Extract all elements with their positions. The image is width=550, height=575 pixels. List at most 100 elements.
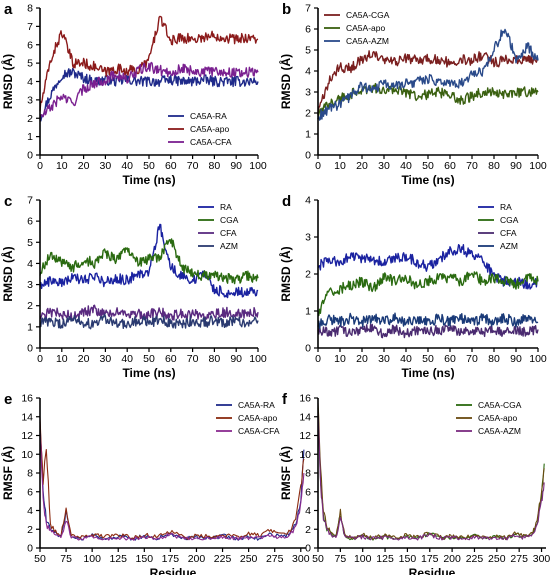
series-line-CGA (39, 238, 259, 285)
panel-d: d 0 10 20 30 40 50 60 70 80 90 100 0 1 2 3 4 Time (ns) RMS… (278, 193, 547, 380)
series-line-CA5A-apo (317, 82, 539, 120)
x-tick-label: 50 (143, 160, 155, 172)
y-tick-label: 5 (27, 237, 33, 249)
x-tick-label: 75 (335, 553, 347, 565)
x-tick-label: 20 (356, 353, 368, 365)
x-tick-label: 70 (187, 160, 199, 172)
x-tick-label: 150 (399, 553, 417, 565)
series-line-CA5A-apo (39, 15, 259, 112)
x-tick-label: 100 (83, 553, 101, 565)
legend: RA CGA CFA AZM (478, 202, 519, 251)
legend: CA5A-CGA CA5A-apo CA5A-AZM (324, 10, 390, 46)
y-tick-label: 6 (305, 486, 311, 498)
legend-entry: CA5A-RA (190, 111, 227, 121)
x-tick-label: 20 (78, 160, 90, 172)
x-tick-label: 60 (444, 160, 456, 172)
y-tick-label: 4 (305, 66, 311, 78)
x-tick-label: 40 (400, 353, 412, 365)
legend-entry: CA5A-apo (478, 413, 517, 423)
x-tick-label: 10 (56, 160, 68, 172)
y-tick-label: 2 (27, 300, 33, 312)
x-axis-title: Time (ns) (122, 366, 175, 380)
x-tick-label: 50 (312, 553, 324, 565)
y-tick-label: 3 (305, 87, 311, 99)
x-axis-title: Time (ns) (122, 173, 175, 187)
y-tick-label: 0 (27, 343, 33, 355)
legend-entry: CA5A-CFA (190, 137, 232, 147)
x-tick-label: 60 (165, 160, 177, 172)
series-line-AZM (39, 313, 259, 330)
y-axis-title: RMSD (Å) (0, 54, 15, 109)
y-tick-label: 4 (305, 195, 311, 207)
series-line-CA5A-apo (317, 402, 545, 541)
series-line-CFA (317, 323, 539, 339)
legend-entry: RA (220, 202, 232, 212)
x-tick-label: 150 (136, 553, 154, 565)
y-axis-title: RMSF (Å) (278, 446, 293, 500)
panel-letter: a (4, 1, 13, 18)
y-tick-label: 14 (299, 411, 311, 423)
x-tick-label: 40 (400, 160, 412, 172)
legend-entry: CA5A-AZM (346, 36, 389, 46)
y-tick-label: 12 (299, 430, 311, 442)
x-tick-label: 100 (249, 353, 267, 365)
y-tick-label: 7 (305, 3, 311, 15)
x-tick-label: 90 (510, 160, 522, 172)
series-line-AZM (317, 312, 539, 329)
x-tick-label: 300 (292, 553, 310, 565)
x-tick-label: 70 (187, 353, 199, 365)
legend-entry: AZM (220, 241, 238, 251)
x-tick-label: 70 (466, 160, 478, 172)
x-tick-label: 100 (529, 353, 547, 365)
y-tick-label: 3 (27, 279, 33, 291)
x-axis-title: Residue (409, 566, 456, 575)
x-tick-label: 10 (56, 353, 68, 365)
y-tick-label: 1 (27, 131, 33, 143)
x-tick-label: 250 (240, 553, 258, 565)
y-tick-label: 2 (305, 108, 311, 120)
y-tick-label: 2 (305, 269, 311, 281)
legend-entry: CFA (220, 228, 237, 238)
panel-letter: d (282, 193, 291, 210)
x-tick-label: 20 (78, 353, 90, 365)
x-tick-label: 40 (121, 160, 133, 172)
y-tick-label: 7 (27, 21, 33, 33)
x-tick-label: 100 (249, 160, 267, 172)
y-tick-label: 0 (27, 150, 33, 162)
legend-entry: CA5A-apo (238, 413, 277, 423)
y-tick-label: 10 (21, 449, 33, 461)
y-tick-label: 2 (27, 524, 33, 536)
x-tick-label: 75 (60, 553, 72, 565)
x-tick-label: 20 (356, 160, 368, 172)
panel-a: a 0 10 20 30 40 50 60 70 80 90 100 0 1 2 3 4 5 6 7 8 Time (ns… (0, 1, 267, 187)
x-tick-label: 225 (466, 553, 484, 565)
legend-entry: CGA (500, 215, 519, 225)
series-line-RA (317, 243, 539, 290)
x-tick-label: 275 (510, 553, 528, 565)
legend-entry: AZM (500, 241, 518, 251)
y-tick-label: 4 (27, 505, 33, 517)
y-tick-label: 1 (305, 306, 311, 318)
x-tick-label: 80 (209, 160, 221, 172)
x-tick-label: 80 (488, 160, 500, 172)
panel-f: f50 75 100 125 150 175 200 225 250 275 30002468101… (278, 391, 550, 575)
y-tick-label: 2 (305, 524, 311, 536)
x-tick-label: 50 (422, 160, 434, 172)
x-tick-label: 125 (376, 553, 394, 565)
y-tick-label: 0 (305, 343, 311, 355)
y-axis-title: RMSD (Å) (278, 246, 293, 301)
y-tick-label: 4 (27, 258, 33, 270)
x-tick-label: 10 (334, 353, 346, 365)
x-tick-label: 30 (100, 353, 112, 365)
y-tick-label: 4 (305, 505, 311, 517)
y-axis-title: RMSD (Å) (278, 54, 293, 109)
x-axis-title: Time (ns) (401, 173, 454, 187)
legend: CA5A-RA CA5A-apo CA5A-CFA (168, 111, 232, 147)
panel-c: c 0 10 20 30 40 50 60 70 80 90 100 0 1 2 3 4 5 6 7 Time (ns)… (0, 193, 267, 380)
x-tick-label: 175 (162, 553, 180, 565)
y-tick-label: 3 (27, 94, 33, 106)
x-tick-label: 50 (422, 353, 434, 365)
series-line-CA5A-AZM (317, 412, 545, 541)
y-tick-label: 4 (27, 76, 33, 88)
